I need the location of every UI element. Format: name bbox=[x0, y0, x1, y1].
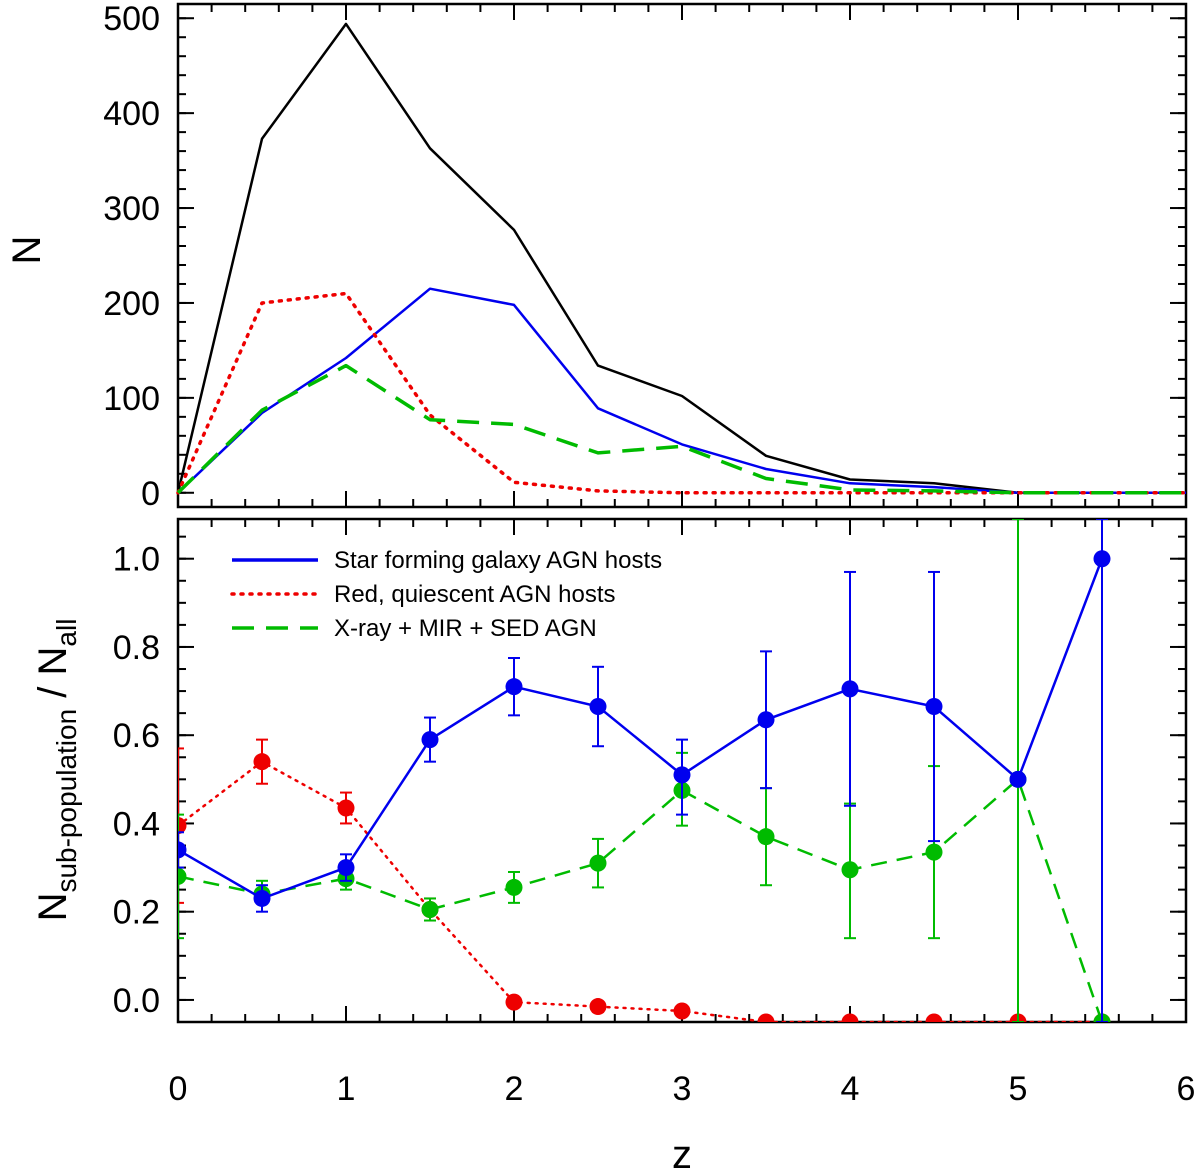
bottom-y-tick-label: 0.4 bbox=[113, 805, 160, 843]
legend: Star forming galaxy AGN hosts Red, quiesc… bbox=[230, 547, 662, 642]
x-tick-label: 5 bbox=[1009, 1070, 1028, 1108]
data-point-sf bbox=[178, 841, 187, 859]
x-tick-label: 6 bbox=[1177, 1070, 1196, 1108]
data-point-sf bbox=[1093, 550, 1111, 568]
data-point-red bbox=[589, 998, 607, 1016]
data-point-sf bbox=[337, 859, 355, 877]
legend-label-0: Star forming galaxy AGN hosts bbox=[334, 547, 662, 574]
data-point-red bbox=[337, 799, 355, 817]
x-tick-label: 2 bbox=[505, 1070, 524, 1108]
data-point-agn bbox=[925, 843, 943, 861]
bottom-series-line-sf bbox=[178, 558, 1104, 900]
data-point-red bbox=[505, 993, 523, 1011]
top-y-tick-label: 200 bbox=[103, 285, 160, 323]
bottom-panel: 0 1 2 3 4 5 6 0.0 0.2 0.4 0.6 0.8 1.0 Star forming ga… bbox=[113, 517, 1196, 1108]
data-point-red bbox=[757, 1013, 775, 1022]
data-point-agn bbox=[421, 900, 439, 918]
legend-label-2: X-ray + MIR + SED AGN bbox=[334, 615, 597, 642]
top-y-tick-label: 0 bbox=[141, 475, 160, 513]
x-tick-label: 3 bbox=[673, 1070, 692, 1108]
top-y-tick-label: 500 bbox=[103, 0, 160, 38]
top-series-line-all bbox=[176, 22, 1186, 495]
bottom-y-axis-title: Nsub-population / Nall bbox=[31, 619, 82, 922]
data-point-sf bbox=[841, 680, 859, 698]
bottom-y-tick-label: 1.0 bbox=[113, 541, 160, 579]
data-point-red bbox=[925, 1013, 943, 1022]
bottom-series-line-agn bbox=[178, 777, 1104, 1022]
data-point-sf bbox=[253, 889, 271, 907]
legend-label-1: Red, quiescent AGN hosts bbox=[334, 581, 615, 608]
top-series-line-sf bbox=[177, 287, 1186, 495]
data-point-sf bbox=[673, 766, 691, 784]
data-point-agn bbox=[589, 854, 607, 872]
bottom-y-tick-label: 0.2 bbox=[113, 894, 160, 932]
data-point-agn bbox=[505, 878, 523, 896]
data-point-sf bbox=[757, 711, 775, 729]
data-point-red bbox=[253, 753, 271, 771]
data-point-agn bbox=[178, 867, 187, 885]
data-point-sf bbox=[505, 678, 523, 696]
x-axis-title: z bbox=[672, 1133, 692, 1176]
top-y-tick-label: 300 bbox=[103, 190, 160, 228]
x-tick-label: 1 bbox=[337, 1070, 356, 1108]
y-title-mid: / N bbox=[31, 647, 75, 709]
y-title-sub: sub-population bbox=[51, 709, 82, 893]
bottom-plot-area bbox=[178, 519, 1111, 1022]
data-point-sf bbox=[1009, 770, 1027, 788]
bottom-y-tick-label: 0.8 bbox=[113, 629, 160, 667]
bottom-y-tick-label: 0.0 bbox=[113, 982, 160, 1020]
data-point-agn bbox=[841, 861, 859, 879]
top-y-tick-label: 400 bbox=[103, 95, 160, 133]
top-y-axis-title: N bbox=[5, 236, 49, 265]
x-tick-label: 0 bbox=[169, 1070, 188, 1108]
top-series-line-red bbox=[176, 291, 1188, 495]
data-point-sf bbox=[925, 698, 943, 716]
data-point-agn bbox=[757, 828, 775, 846]
top-series-line-agn bbox=[176, 363, 1186, 495]
data-point-sf bbox=[421, 731, 439, 749]
bottom-y-tick-label: 0.6 bbox=[113, 717, 160, 755]
top-y-tick-label: 100 bbox=[103, 380, 160, 418]
y-title-main: N bbox=[31, 893, 75, 922]
data-point-sf bbox=[589, 698, 607, 716]
data-point-red bbox=[178, 817, 187, 835]
data-point-red bbox=[841, 1013, 859, 1022]
y-title-sub2: all bbox=[51, 619, 82, 647]
data-point-red bbox=[673, 1002, 691, 1020]
bottom-series-line-red bbox=[178, 760, 1104, 1022]
top-frame bbox=[176, 2, 1188, 509]
top-panel: 0 100 200 300 400 500 bbox=[103, 0, 1188, 513]
x-tick-label: 4 bbox=[841, 1070, 860, 1108]
